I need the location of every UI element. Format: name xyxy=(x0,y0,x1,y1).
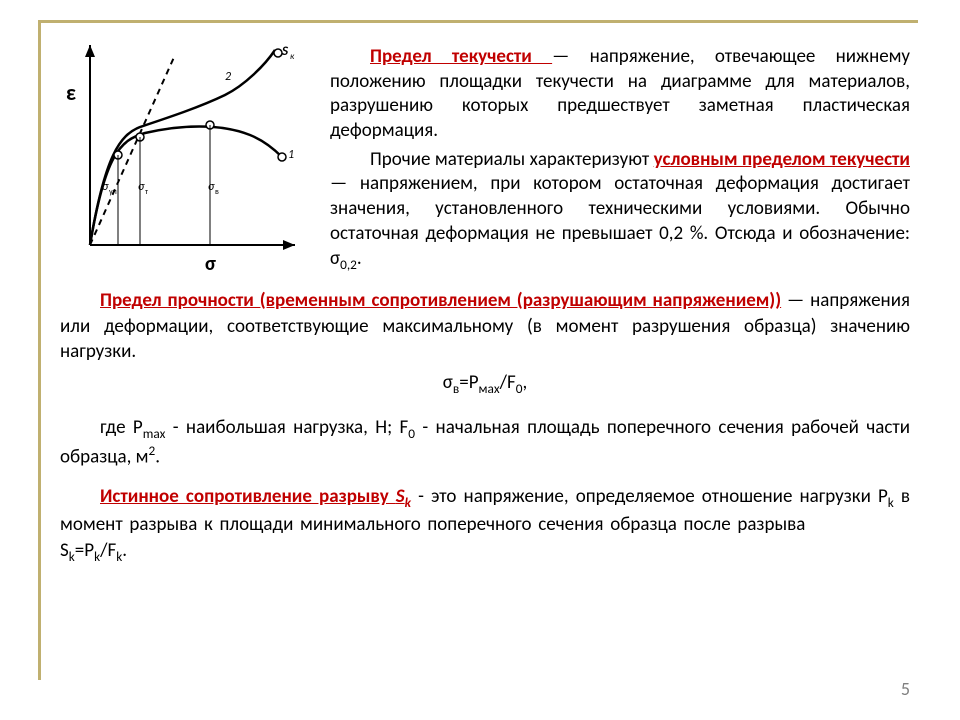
svg-text:ε: ε xyxy=(66,79,76,106)
svg-text:σ: σ xyxy=(205,252,216,275)
svg-text:уп: уп xyxy=(109,187,117,197)
term-true-resist: Истинное сопротивление разрыву Sk xyxy=(100,485,411,508)
p2a: Прочие материалы характеризуют xyxy=(370,148,654,171)
p4s2: 0 xyxy=(408,425,415,442)
formula1: σв=Pмах/F0, xyxy=(60,371,910,397)
f2b: =P xyxy=(75,539,94,562)
term-yield: Предел текучести xyxy=(370,45,552,68)
f1b: =P xyxy=(459,371,478,394)
p4s1: max xyxy=(143,425,166,442)
svg-text:1: 1 xyxy=(288,148,294,162)
right-paragraphs: Предел текучести — напряжение, отвечающе… xyxy=(330,45,910,280)
p4a: где P xyxy=(100,416,143,439)
frame-top xyxy=(38,20,918,23)
svg-text:к: к xyxy=(290,51,295,62)
p5a: - это напряжение, определяемое отношение… xyxy=(411,485,888,508)
f1c: /F xyxy=(500,371,516,394)
p5t: Истинное сопротивление разрыву xyxy=(100,485,396,508)
stress-strain-chart: σуп σт σв Sк 1 2 ε σ xyxy=(60,45,310,280)
p3: Предел прочности (временным сопротивлени… xyxy=(60,288,910,365)
f2d: . xyxy=(122,539,127,562)
svg-text:S: S xyxy=(281,45,289,59)
svg-text:2: 2 xyxy=(225,70,231,84)
top-block: σуп σт σв Sк 1 2 ε σ Предел текучести — … xyxy=(60,45,910,280)
p5ti: S xyxy=(396,485,405,508)
p2b: — напряжением, при котором остаточная де… xyxy=(330,172,910,269)
svg-text:σ: σ xyxy=(102,180,109,194)
svg-text:т: т xyxy=(145,187,149,197)
f1s2: мах xyxy=(479,380,500,397)
p4d: . xyxy=(155,446,160,469)
svg-text:σ: σ xyxy=(208,180,215,194)
term-strength: Предел прочности (временным сопротивлени… xyxy=(100,289,781,312)
svg-text:в: в xyxy=(215,187,219,197)
p5: Истинное сопротивление разрыву Sk - это … xyxy=(60,484,910,565)
p2c: . xyxy=(357,247,362,270)
f1a: σ xyxy=(443,371,453,394)
term-cond-yield: условным пределом текучести xyxy=(654,148,910,171)
page-number: 5 xyxy=(901,678,910,700)
f2a: S xyxy=(60,539,69,562)
svg-text:σ: σ xyxy=(138,180,145,194)
p4b: - наибольшая нагрузка, Н; F xyxy=(165,416,408,439)
page-content: σуп σт σв Sк 1 2 ε σ Предел текучести — … xyxy=(60,45,910,566)
f2c: /F xyxy=(100,539,116,562)
f1d: , xyxy=(522,371,527,394)
frame-left xyxy=(38,20,41,680)
p2sub: 0,2 xyxy=(340,255,357,272)
p4: где Pmax - наибольшая нагрузка, Н; F0 - … xyxy=(60,415,910,471)
